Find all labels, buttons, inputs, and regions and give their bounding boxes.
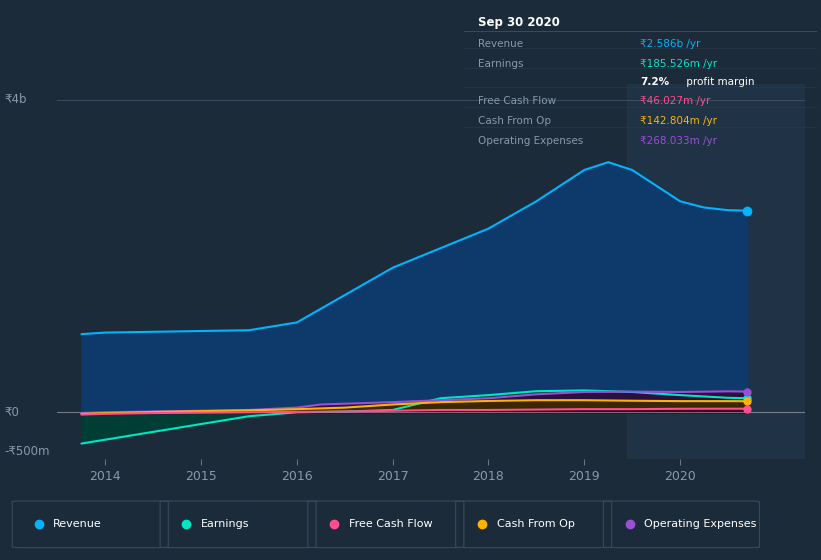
Text: Revenue: Revenue [53, 519, 102, 529]
Bar [627, 84, 805, 459]
Text: 7.2%: 7.2% [640, 77, 669, 87]
Text: Cash From Op: Cash From Op [497, 519, 575, 529]
Text: Free Cash Flow: Free Cash Flow [349, 519, 433, 529]
Text: Free Cash Flow: Free Cash Flow [478, 96, 556, 106]
Text: ₹185.526m /yr: ₹185.526m /yr [640, 59, 718, 68]
Text: Operating Expenses: Operating Expenses [478, 136, 583, 146]
Text: profit margin: profit margin [683, 77, 754, 87]
Text: ₹268.033m /yr: ₹268.033m /yr [640, 136, 718, 146]
Text: ₹0: ₹0 [4, 406, 19, 419]
Text: ₹46.027m /yr: ₹46.027m /yr [640, 96, 711, 106]
Text: Revenue: Revenue [478, 39, 523, 49]
Text: ₹4b: ₹4b [4, 93, 26, 106]
Text: ₹2.586b /yr: ₹2.586b /yr [640, 39, 701, 49]
Text: Earnings: Earnings [201, 519, 250, 529]
Text: Earnings: Earnings [478, 59, 524, 68]
Text: ₹142.804m /yr: ₹142.804m /yr [640, 116, 718, 126]
Text: Cash From Op: Cash From Op [478, 116, 551, 126]
Text: -₹500m: -₹500m [4, 445, 49, 458]
Text: Operating Expenses: Operating Expenses [644, 519, 757, 529]
Text: Sep 30 2020: Sep 30 2020 [478, 16, 560, 29]
